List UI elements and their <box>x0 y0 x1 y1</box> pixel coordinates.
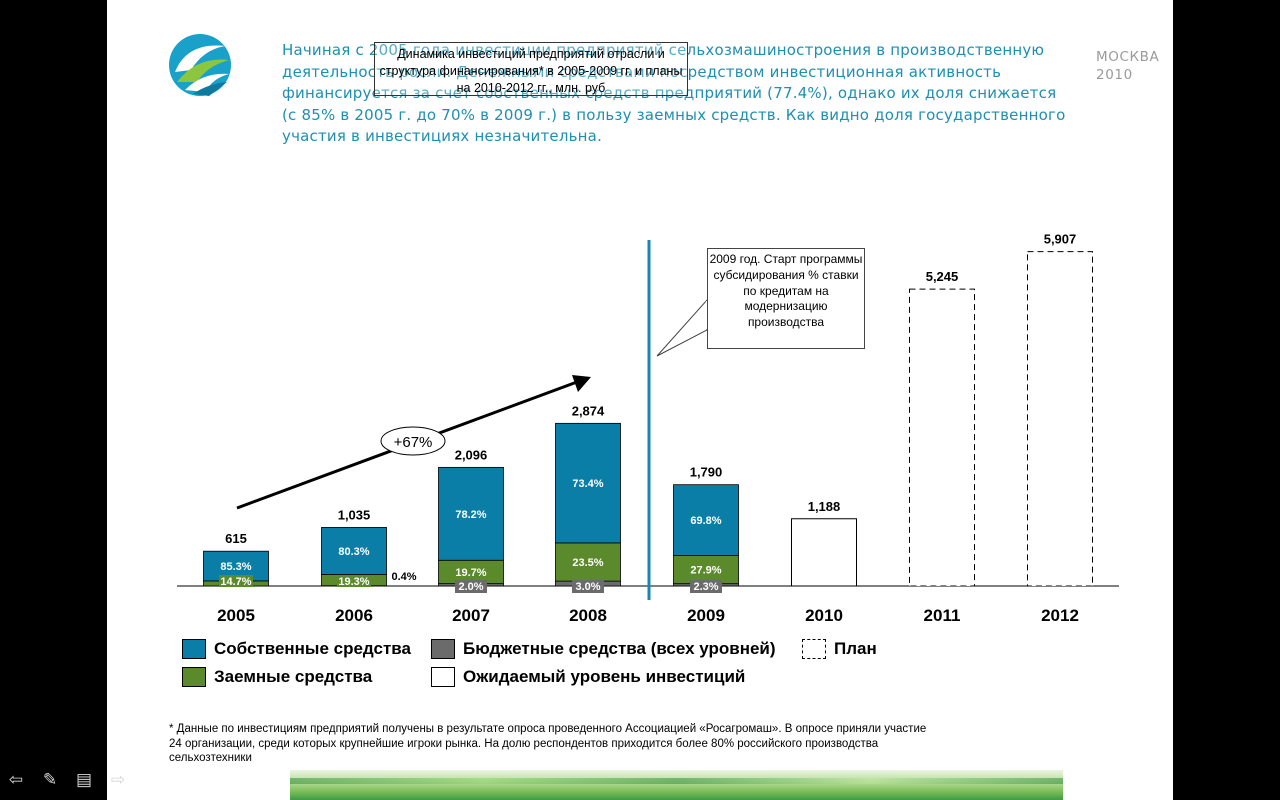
tick-label-2010: 2010 <box>805 606 843 625</box>
legend-budget-label: Бюджетные средства (всех уровней) <box>463 639 776 658</box>
tick-label-2005: 2005 <box>217 606 255 625</box>
legend-own-swatch <box>182 639 206 659</box>
label-own-2008: 73.4% <box>572 478 603 490</box>
legend-plan-swatch <box>802 639 826 659</box>
label-own-2006: 80.3% <box>338 546 369 558</box>
footnote: * Данные по инвестициям предприятий полу… <box>169 723 927 764</box>
legend-budget-swatch <box>431 639 455 659</box>
label-loan-2007: 19.7% <box>455 567 486 579</box>
tick-label-2008: 2008 <box>569 606 607 625</box>
city-label: МОСКВА <box>1096 49 1160 65</box>
label-own-2007: 78.2% <box>455 509 486 521</box>
bar-own-2008 <box>555 422 621 544</box>
label-budget-bg-2007 <box>455 580 487 593</box>
label-own-2005: 85.3% <box>220 561 251 573</box>
total-label-2012: 5,907 <box>1044 232 1077 247</box>
bar-own-2007 <box>438 466 504 561</box>
label-budget-2008: 3.0% <box>575 581 600 593</box>
label-loan-bg-2005 <box>219 575 253 587</box>
legend-own-label: Собственные средства <box>214 639 411 658</box>
slide: Начиная с 2005 года инвестиции предприят… <box>107 0 1173 800</box>
total-label-2005: 615 <box>225 531 247 546</box>
city-year: МОСКВА 2010 <box>1096 48 1159 84</box>
label-budget-2009: 2.3% <box>693 581 718 593</box>
bar-loan-2009 <box>673 555 739 585</box>
bar-plan-2012 <box>1027 251 1093 587</box>
bar-expected-2010 <box>791 518 857 587</box>
total-label-2010: 1,188 <box>808 499 841 514</box>
arrow-left-icon[interactable]: ⇦ <box>8 770 24 789</box>
growth-arrow-head <box>572 375 591 392</box>
total-label-2009: 1,790 <box>690 465 723 480</box>
bar-loan-2008 <box>555 542 621 582</box>
callout-pointer <box>656 298 708 357</box>
legend-own: Собственные средства <box>182 639 411 659</box>
total-label-2007: 2,096 <box>455 447 488 462</box>
callout-box: 2009 год. Старт программы субсидирования… <box>707 248 865 349</box>
label-loan-2009: 27.9% <box>690 565 721 577</box>
label-loan-2006: 19.3% <box>338 576 369 588</box>
menu-icon[interactable]: ▤ <box>75 770 93 789</box>
tick-label-2011: 2011 <box>924 606 961 625</box>
growth-label: +67% <box>394 434 433 451</box>
legend-loan: Заемные средства <box>182 667 372 687</box>
description-text: Начиная с 2005 года инвестиции предприят… <box>282 41 1066 145</box>
label-own-2009: 69.8% <box>690 515 721 527</box>
total-label-2011: 5,245 <box>926 269 959 284</box>
decorative-footer-band <box>290 770 1063 800</box>
total-label-2008: 2,874 <box>572 403 605 418</box>
bar-own-2006 <box>321 527 387 575</box>
bar-own-2009 <box>673 484 739 556</box>
legend-expected-swatch <box>431 667 455 687</box>
chart-title: Динамика инвестиций предприятий отрасли … <box>374 42 688 96</box>
legend-loan-label: Заемные средства <box>214 667 373 686</box>
tick-label-2007: 2007 <box>452 606 490 625</box>
investment-chart: 85.3% 14.7% 615 2005 80.3% 19.3% 0.4% 1,035 2006… <box>177 232 1119 625</box>
tick-label-2006: 2006 <box>335 606 373 625</box>
legend-expected-label: Ожидаемый уровень инвестиций <box>463 667 746 686</box>
label-budget-bg-2009 <box>690 580 722 593</box>
legend-budget: Бюджетные средства (всех уровней) <box>431 639 776 659</box>
label-budget-2006: 0.4% <box>392 571 417 583</box>
label-loan-2005: 14.7% <box>220 576 251 588</box>
label-loan-2008: 23.5% <box>572 557 603 569</box>
legend-plan: План <box>802 639 877 659</box>
label-budget-2007: 2.0% <box>458 581 483 593</box>
tick-label-2012: 2012 <box>1041 606 1079 625</box>
legend-loan-swatch <box>182 667 206 687</box>
company-logo <box>169 34 231 96</box>
tick-label-2009: 2009 <box>687 606 725 625</box>
total-label-2006: 1,035 <box>338 507 371 522</box>
slideshow-nav: ⇦ ✎ ▤ ⇨ <box>6 770 128 790</box>
year-label: 2010 <box>1096 67 1133 83</box>
legend-plan-label: План <box>834 639 877 658</box>
legend-expected: Ожидаемый уровень инвестиций <box>431 667 745 687</box>
growth-badge <box>380 426 446 456</box>
label-loan-bg-2006 <box>337 575 371 587</box>
label-budget-bg-2008 <box>572 580 604 593</box>
arrow-right-icon[interactable]: ⇨ <box>110 770 126 789</box>
pen-icon[interactable]: ✎ <box>42 770 58 789</box>
bar-plan-2011 <box>909 288 975 587</box>
